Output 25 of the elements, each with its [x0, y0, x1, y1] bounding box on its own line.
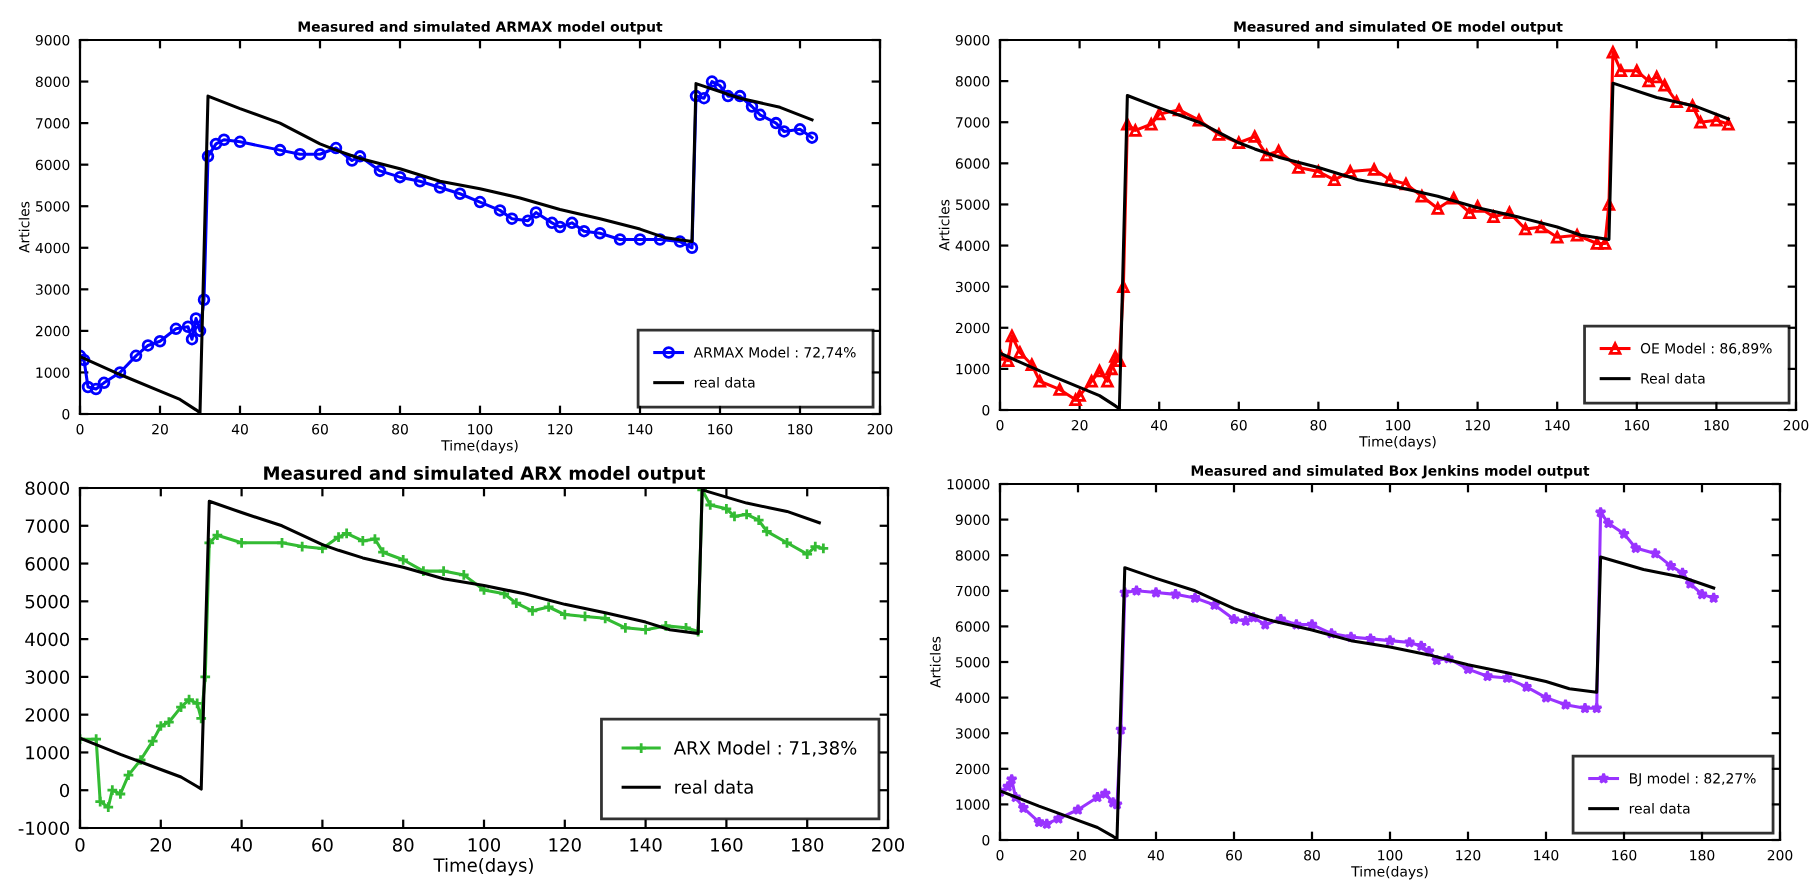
- y-tick-label: 2000: [25, 708, 70, 722]
- x-tick-label: 160: [711, 838, 743, 852]
- x-tick-label: 20: [150, 838, 172, 852]
- x-tick-label: 140: [630, 838, 662, 852]
- x-tick-label: 200: [872, 838, 905, 852]
- x-tick-label: 120: [549, 838, 581, 852]
- legend-label: ARX Model : 71,38%: [673, 740, 857, 757]
- y-tick-label: 3000: [25, 670, 70, 685]
- x-tick-label: 40: [231, 838, 252, 852]
- y-tick-label: 4000: [25, 632, 70, 647]
- x-axis-title: Time(days): [433, 857, 533, 876]
- y-tick-label: 7000: [25, 519, 70, 533]
- y-tick-label: 8000: [25, 481, 70, 496]
- chart-title: Measured and simulated ARX model output: [264, 465, 706, 484]
- x-tick-label: 60: [312, 838, 333, 852]
- x-tick-label: 0: [75, 838, 85, 852]
- x-tick-label: 80: [392, 838, 414, 852]
- y-tick-label: -1000: [18, 821, 70, 836]
- legend-label: real data: [675, 779, 753, 794]
- y-tick-label: 1000: [26, 745, 70, 760]
- x-tick-label: 180: [791, 838, 824, 852]
- y-tick-label: 5000: [25, 594, 70, 609]
- y-tick-label: 0: [59, 783, 70, 798]
- x-tick-label: 100: [468, 838, 501, 852]
- y-tick-label: 6000: [25, 557, 70, 571]
